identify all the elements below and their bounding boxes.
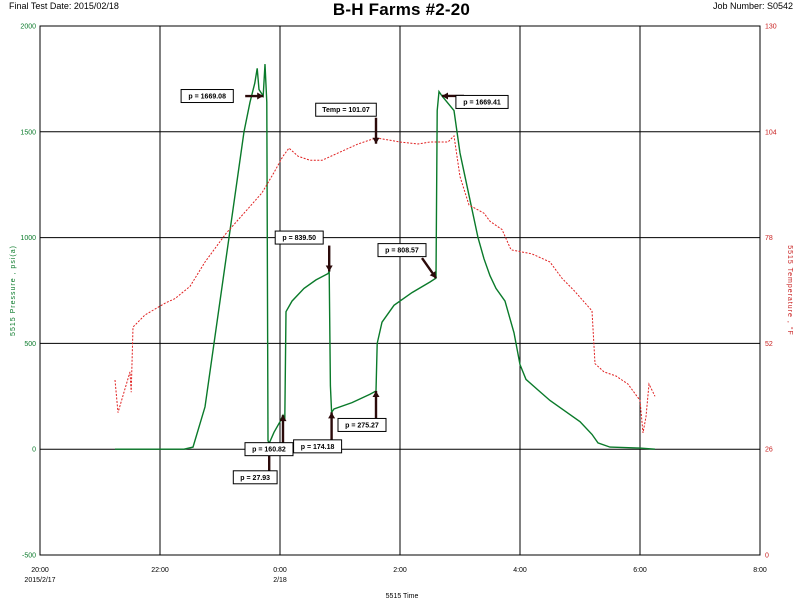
x-tick-sublabel: 2/18: [273, 577, 287, 584]
x-tick-label: 22:00: [151, 567, 169, 574]
annotation-label: p = 174.18: [301, 444, 335, 451]
y-left-tick-label: -500: [22, 553, 36, 560]
pressure-series-line: [115, 64, 656, 450]
annotation-label: p = 27.93: [240, 475, 270, 482]
annotation-label: p = 1669.08: [188, 94, 226, 101]
y-right-tick-label: 104: [765, 129, 777, 136]
y-right-tick-label: 78: [765, 235, 773, 242]
annotation-label: p = 839.50: [282, 235, 316, 242]
x-tick-label: 0:00: [273, 567, 287, 574]
temperature-series-line: [114, 134, 656, 433]
annotation: p = 839.50: [274, 230, 333, 272]
x-tick-label: 20:00: [31, 567, 49, 574]
annotation-arrowhead: [257, 92, 264, 100]
chart-title: B-H Farms #2-20: [332, 0, 471, 19]
annotation-arrowhead: [442, 92, 448, 100]
y-right-tick-label: 0: [765, 553, 769, 560]
annotation: p = 160.82: [244, 415, 294, 457]
y-right-tick-label: 130: [765, 24, 777, 31]
x-axis-label: 5515 Time: [386, 593, 419, 600]
annotation: p = 174.18: [293, 412, 343, 454]
annotation-box: [455, 94, 509, 109]
annotation: p = 1669.41: [442, 92, 509, 109]
x-tick-label: 6:00: [633, 567, 647, 574]
annotation-box: [315, 102, 377, 117]
annotation-arrowhead: [372, 390, 380, 397]
annotation-box: [180, 89, 234, 104]
annotation-layer: p = 1669.08 p = 27.93 p = 160.82 p = 839.50…: [180, 89, 509, 485]
annotation-label: p = 808.57: [385, 248, 419, 255]
y-left-tick-label: 1000: [20, 235, 36, 242]
y-left-tick-label: 500: [24, 341, 36, 348]
y-left-axis-label: 5515 Pressure , psi(a): [10, 245, 17, 336]
annotation-box: [293, 439, 343, 454]
annotation-box: [244, 442, 294, 457]
y-right-tick-label: 26: [765, 447, 773, 454]
x-tick-sublabel: 2015/2/17: [24, 577, 55, 584]
annotation: p = 275.27: [337, 390, 387, 432]
annotation-box: [377, 243, 427, 258]
annotation-label: Temp = 101.07: [322, 107, 370, 114]
y-left-tick-label: 1500: [20, 129, 36, 136]
annotation-box: [232, 470, 278, 485]
series-layer: [114, 64, 656, 450]
y-left-tick-label: 2000: [20, 24, 36, 31]
annotation-box: [274, 230, 324, 245]
x-tick-label: 4:00: [513, 567, 527, 574]
annotation-box: [337, 417, 387, 432]
grid-layer: [39, 25, 761, 556]
axis-layer: -500 0 500 1000 1500 2000 0 26 52 78 104 130 20:00 20…: [10, 24, 794, 601]
y-left-tick-label: 0: [32, 447, 36, 454]
x-tick-label: 2:00: [393, 567, 407, 574]
annotation-arrowhead: [372, 137, 380, 144]
test-date-label: Final Test Date: 2015/02/18: [9, 1, 119, 11]
annotation-arrowhead: [279, 415, 287, 422]
annotation-arrowhead: [328, 412, 336, 419]
x-tick-label: 8:00: [753, 567, 767, 574]
annotation: p = 1669.08: [180, 89, 264, 104]
annotation-arrowhead: [325, 265, 333, 272]
annotation-label: p = 1669.41: [463, 99, 501, 106]
annotation-arrowhead: [429, 271, 436, 279]
job-number-label: Job Number: S0542: [712, 1, 793, 11]
annotation-label: p = 275.27: [345, 422, 379, 429]
annotation: p = 808.57: [377, 243, 437, 279]
y-right-tick-label: 52: [765, 341, 773, 348]
y-right-axis-label: 5515 Temperature , °F: [786, 245, 794, 336]
annotation: Temp = 101.07: [315, 102, 380, 144]
annotation-label: p = 160.82: [252, 447, 286, 454]
